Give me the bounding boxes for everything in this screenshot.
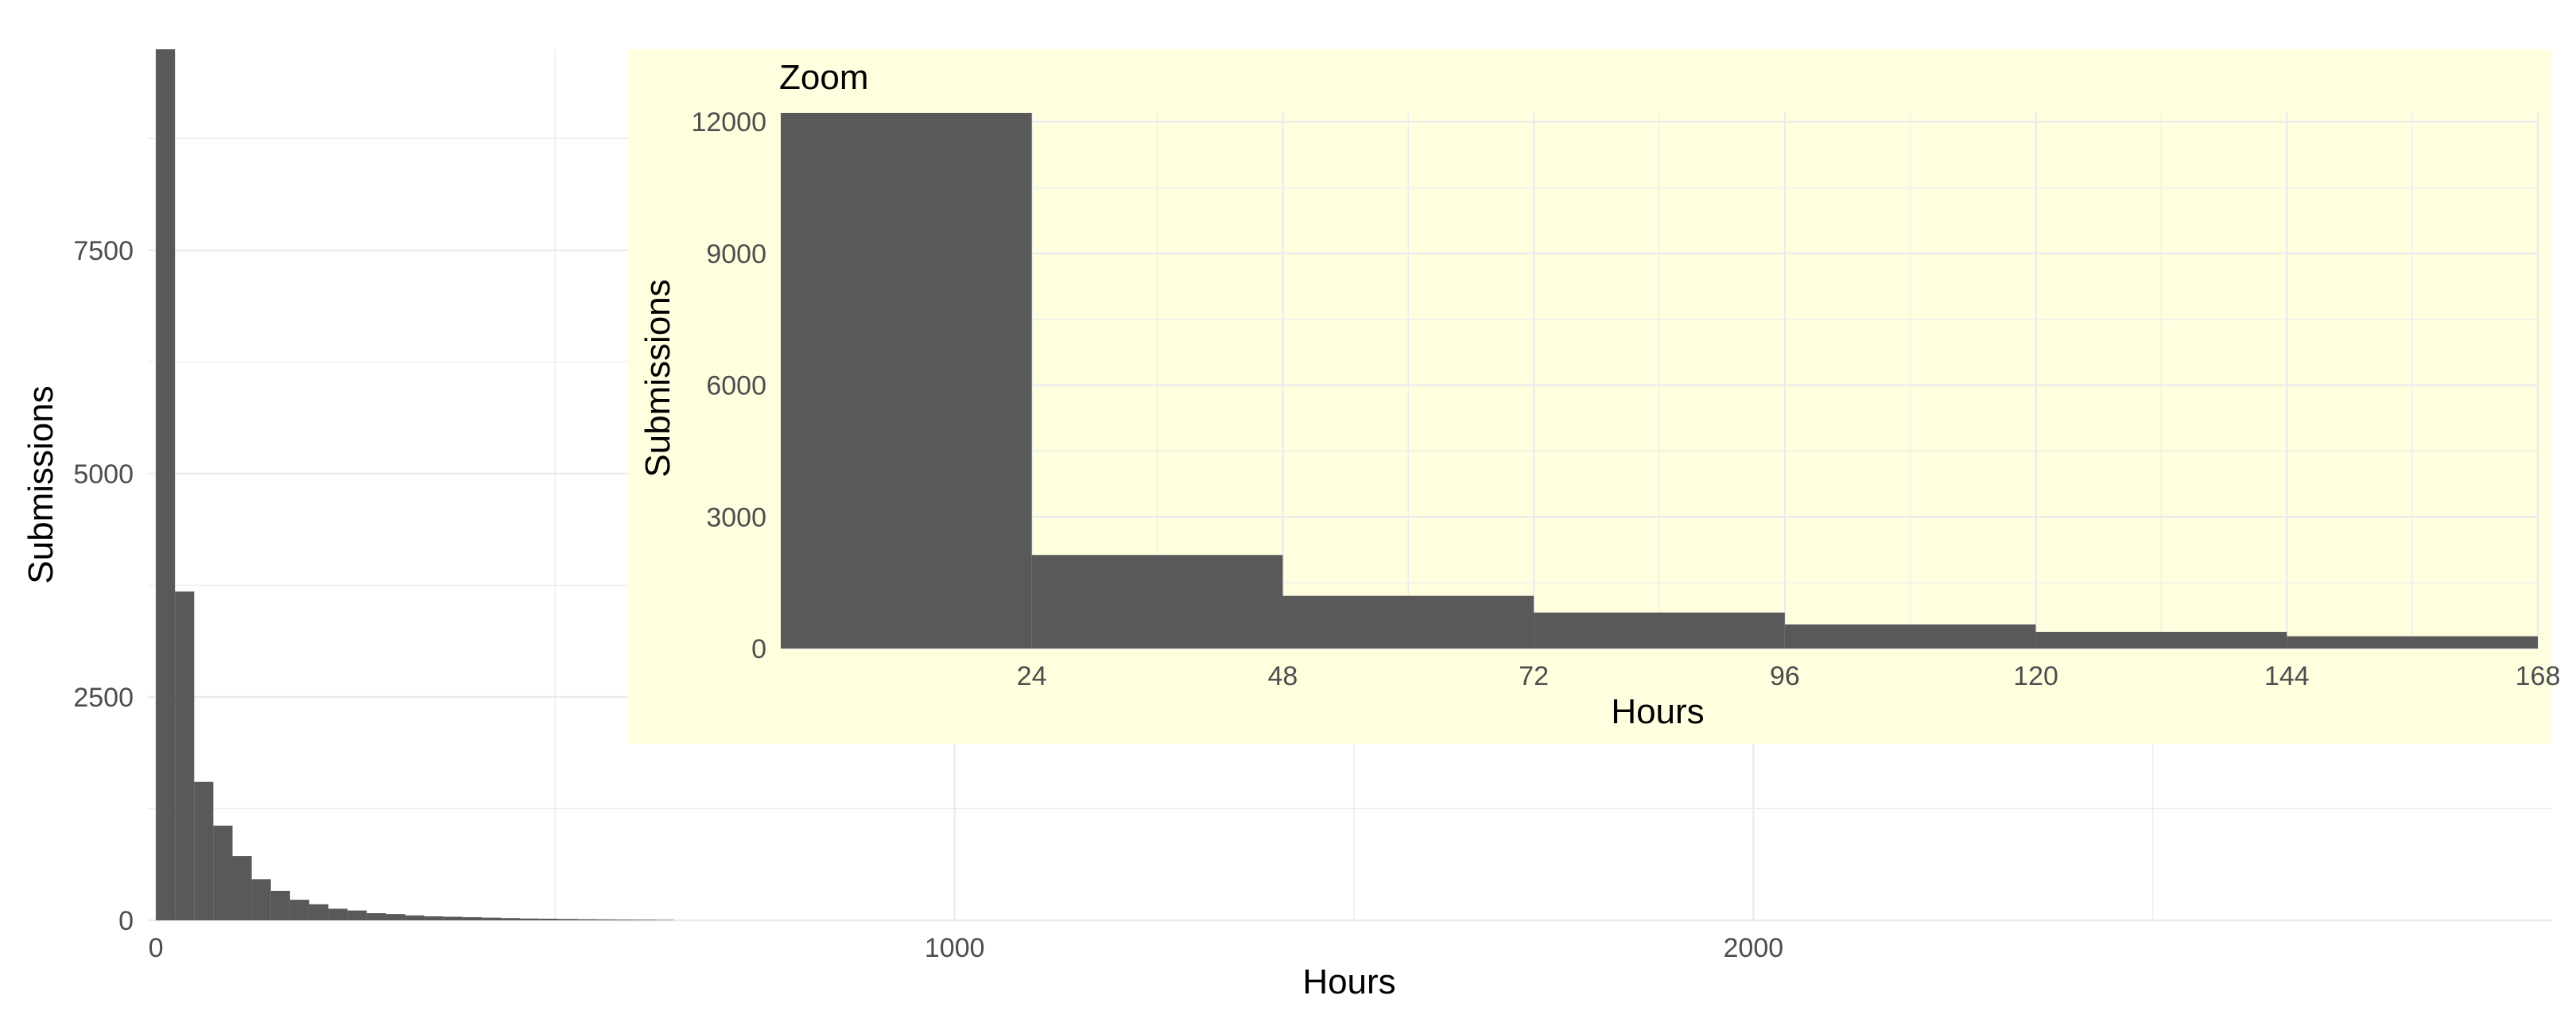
inset-x-tick-label: 120	[2013, 661, 2058, 691]
main-bar	[175, 591, 195, 920]
inset-bar	[781, 113, 1032, 649]
main-bar	[194, 781, 214, 920]
main-bar	[501, 918, 521, 920]
main-bar	[289, 900, 309, 920]
main-y-ticks: 0 2500 5000 7500	[73, 236, 134, 936]
main-bar	[424, 916, 444, 920]
main-bar	[539, 918, 559, 920]
inset-x-tick-label: 24	[1017, 661, 1047, 691]
main-bars	[156, 49, 674, 920]
inset-y-tick-label: 0	[751, 634, 766, 664]
main-bar	[481, 917, 502, 920]
inset-x-tick-label: 72	[1519, 661, 1549, 691]
main-x-tick-label: 2000	[1724, 933, 1784, 963]
main-bar	[328, 908, 348, 920]
inset-bar	[1784, 624, 2036, 649]
inset-title: Zoom	[779, 58, 868, 97]
main-y-tick-label: 5000	[73, 459, 134, 490]
inset-bar	[1031, 555, 1283, 649]
main-y-tick-label: 7500	[73, 236, 134, 266]
inset-x-ticks: 24 48 72 96 120 144 168	[1017, 661, 2561, 691]
inset-y-tick-label: 3000	[706, 502, 766, 532]
main-bar	[520, 918, 540, 920]
main-bar	[405, 915, 425, 920]
main-y-axis-title: Submissions	[21, 385, 60, 583]
inset-x-tick-label: 168	[2516, 661, 2561, 691]
main-x-tick-label: 0	[149, 933, 164, 963]
main-bar	[232, 856, 252, 920]
main-x-tick-label: 1000	[925, 933, 985, 963]
main-bar	[558, 919, 578, 920]
main-bar	[156, 49, 176, 920]
main-bar	[347, 910, 367, 920]
inset-bar	[1282, 595, 1534, 649]
inset-x-tick-label: 48	[1268, 661, 1298, 691]
main-x-ticks: 0 1000 2000	[149, 933, 1784, 963]
main-bar	[443, 916, 463, 920]
inset-x-tick-label: 96	[1770, 661, 1800, 691]
main-x-axis-title: Hours	[1302, 962, 1395, 1001]
inset-y-tick-label: 6000	[706, 371, 766, 401]
inset-y-tick-label: 9000	[706, 239, 766, 269]
main-bar	[270, 890, 290, 920]
inset-bar	[2035, 632, 2287, 649]
inset-y-ticks: 0 3000 6000 9000 12000	[691, 107, 766, 664]
main-y-tick-label: 0	[118, 906, 134, 936]
main-bar	[308, 904, 329, 920]
inset-x-tick-label: 144	[2264, 661, 2310, 691]
main-bar	[386, 914, 405, 920]
main-bar	[462, 917, 482, 920]
inset-bar	[1534, 612, 1785, 649]
main-bar	[367, 913, 386, 920]
inset-panel: 24 48 72 96 120 144 168 0 3000 6000 9000 12000 Zoo…	[628, 49, 2560, 744]
inset-bars	[781, 113, 2538, 649]
inset-y-axis-title: Submissions	[638, 279, 677, 477]
inset-bar	[2287, 636, 2538, 649]
inset-y-tick-label: 12000	[691, 107, 766, 137]
main-y-tick-label: 2500	[73, 683, 134, 713]
main-bar	[251, 879, 271, 920]
inset-x-axis-title: Hours	[1611, 692, 1704, 731]
main-bar	[213, 825, 233, 920]
